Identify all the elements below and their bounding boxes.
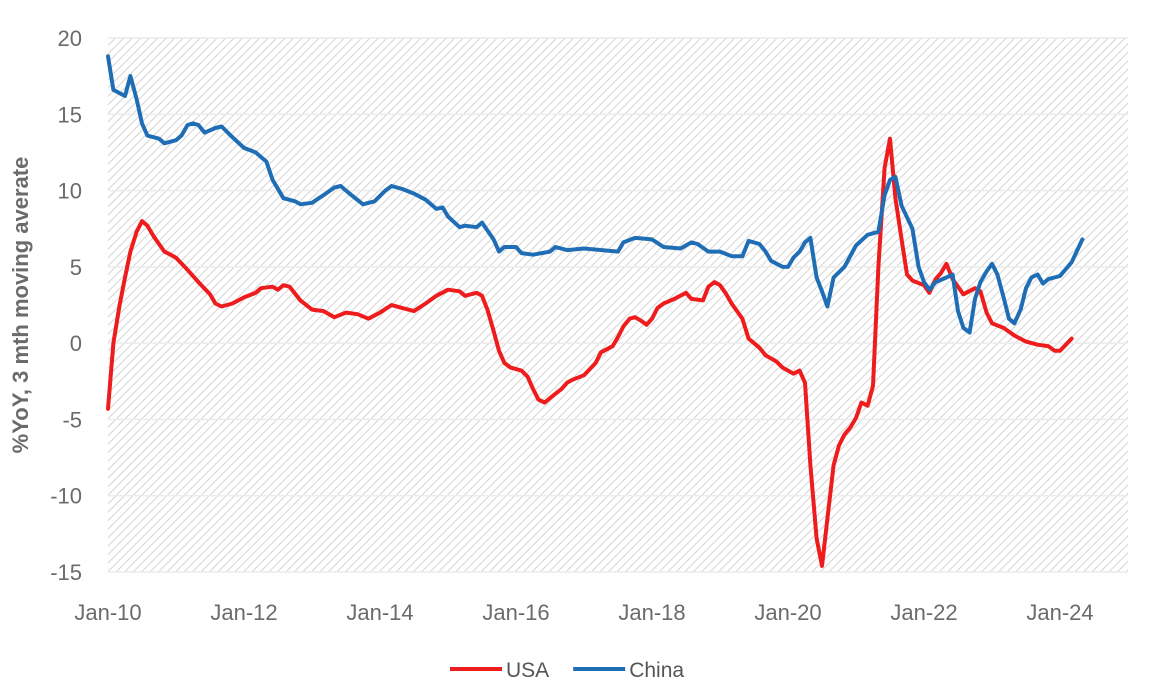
y-tick-label: 0: [70, 331, 82, 356]
y-tick-label: 15: [58, 102, 82, 127]
x-tick-label: Jan-18: [618, 600, 685, 625]
y-tick-label: -10: [50, 484, 82, 509]
series-line-china: [106, 54, 1085, 335]
legend: USA China: [450, 659, 684, 682]
x-tick-label: Jan-12: [210, 600, 277, 625]
legend-label-china: China: [629, 659, 684, 682]
x-tick-label: Jan-14: [346, 600, 413, 625]
y-tick-label: -15: [50, 560, 82, 585]
x-tick-label: Jan-10: [74, 600, 141, 625]
y-axis-ticks: 20 15 10 5 0 -5 -10 -15: [50, 26, 82, 585]
series-line-usa: [106, 136, 1074, 568]
x-axis-ticks: Jan-10 Jan-12 Jan-14 Jan-16 Jan-18 Jan-20 Jan-…: [74, 600, 1093, 625]
x-tick-label: Jan-24: [1026, 600, 1093, 625]
series-lines: [106, 54, 1085, 568]
y-tick-label: 10: [58, 179, 82, 204]
x-tick-label: Jan-16: [482, 600, 549, 625]
y-axis-label: %YoY, 3 mth moving averate: [8, 157, 33, 454]
y-tick-label: -5: [62, 407, 82, 432]
legend-label-usa: USA: [506, 659, 549, 682]
x-tick-label: Jan-20: [754, 600, 821, 625]
y-tick-label: 5: [70, 255, 82, 280]
x-tick-label: Jan-22: [890, 600, 957, 625]
y-tick-label: 20: [58, 26, 82, 51]
